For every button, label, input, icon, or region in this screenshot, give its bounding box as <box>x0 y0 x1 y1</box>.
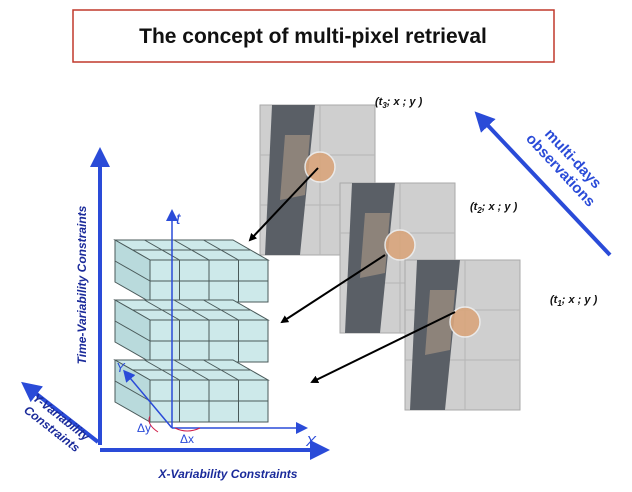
images <box>259 104 521 411</box>
dy-label: Δy <box>137 421 151 435</box>
arrow <box>248 167 319 242</box>
y-label: Y <box>116 360 126 375</box>
swath-light <box>360 213 390 278</box>
dx-label: Δx <box>180 432 194 446</box>
inner-y-axis <box>123 369 173 429</box>
cube-grid <box>114 359 268 422</box>
arrow <box>280 254 386 324</box>
cubes <box>113 239 270 423</box>
swath-light <box>425 290 455 355</box>
x-label: X <box>305 433 317 450</box>
axes <box>21 111 612 460</box>
time-constraints: Time-Variability Constraints <box>75 205 89 364</box>
arrow <box>310 311 456 383</box>
cube-grid <box>114 299 268 362</box>
title: The concept of multi-pixel retrieval <box>139 25 487 48</box>
title-box <box>72 9 555 63</box>
y-axis <box>21 381 100 444</box>
delta-brackets <box>148 415 201 433</box>
obs-label: (t2; x ; y ) <box>470 201 518 215</box>
y-constraints: Y-Variability Constraints <box>21 391 93 456</box>
x-constraints: X-Variability Constraints <box>158 467 298 481</box>
t-label: t <box>176 211 181 228</box>
obs-label: (t1; x ; y ) <box>550 294 598 308</box>
cube-grid <box>114 239 268 302</box>
target <box>449 306 481 338</box>
days-arrow <box>474 111 612 257</box>
arrows <box>248 167 456 383</box>
days-text: multi-days observations <box>522 126 604 211</box>
target <box>384 229 416 261</box>
obs-label: (t3; x ; y ) <box>375 96 423 110</box>
